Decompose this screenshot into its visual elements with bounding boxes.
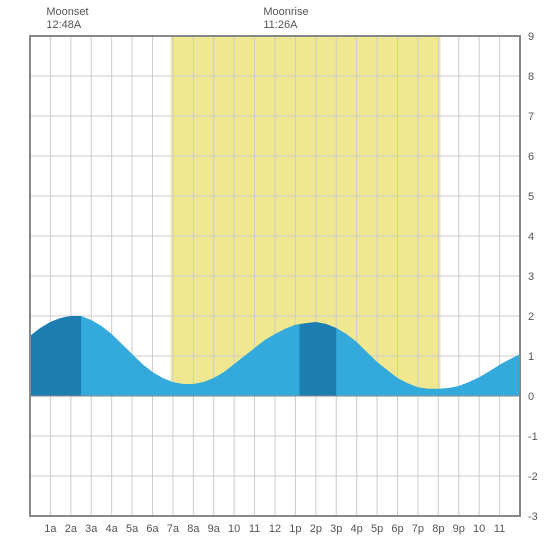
y-tick-label: 8: [528, 71, 534, 83]
tide-chart: Moonset 12:48A Moonrise 11:26A -3-2-1012…: [0, 0, 550, 550]
x-tick-label: 2p: [310, 523, 322, 535]
moonrise-time: 11:26A: [263, 19, 297, 31]
moonset-label: Moonset: [46, 6, 88, 18]
y-tick-label: 4: [528, 231, 534, 243]
moonrise-label-block: Moonrise 11:26A: [263, 6, 308, 32]
chart-svg: -3-2-101234567891a2a3a4a5a6a7a8a9a101112…: [0, 0, 550, 550]
y-tick-label: 9: [528, 31, 534, 43]
x-tick-label: 7p: [412, 523, 424, 535]
x-tick-label: 11: [249, 523, 260, 535]
x-tick-label: 4p: [351, 523, 363, 535]
x-tick-label: 6a: [146, 523, 159, 535]
x-tick-label: 8a: [187, 523, 200, 535]
y-tick-label: 2: [528, 311, 534, 323]
x-tick-label: 6p: [391, 523, 403, 535]
x-tick-label: 8p: [432, 523, 444, 535]
x-tick-label: 10: [228, 523, 240, 535]
y-tick-label: 7: [528, 111, 534, 123]
x-tick-label: 1a: [44, 523, 57, 535]
moonrise-label: Moonrise: [263, 6, 308, 18]
y-tick-label: 0: [528, 391, 534, 403]
x-tick-label: 2a: [65, 523, 78, 535]
y-tick-label: 3: [528, 271, 534, 283]
y-tick-label: -1: [528, 431, 538, 443]
x-tick-label: 9p: [453, 523, 465, 535]
tide-dark-segment: [300, 322, 337, 396]
x-tick-label: 5p: [371, 523, 383, 535]
x-tick-label: 9a: [208, 523, 221, 535]
x-tick-label: 3p: [330, 523, 342, 535]
moonset-label-block: Moonset 12:48A: [46, 6, 88, 32]
moonset-time: 12:48A: [46, 19, 81, 31]
y-tick-label: -3: [528, 511, 538, 523]
y-tick-label: 1: [528, 351, 534, 363]
y-tick-label: -2: [528, 471, 538, 483]
x-tick-label: 1p: [289, 523, 301, 535]
x-tick-label: 11: [494, 523, 505, 535]
y-tick-label: 6: [528, 151, 534, 163]
x-tick-label: 4a: [106, 523, 119, 535]
x-tick-label: 12: [269, 523, 281, 535]
x-tick-label: 10: [473, 523, 485, 535]
x-tick-label: 3a: [85, 523, 98, 535]
x-tick-label: 7a: [167, 523, 180, 535]
x-tick-label: 5a: [126, 523, 139, 535]
y-tick-label: 5: [528, 191, 534, 203]
